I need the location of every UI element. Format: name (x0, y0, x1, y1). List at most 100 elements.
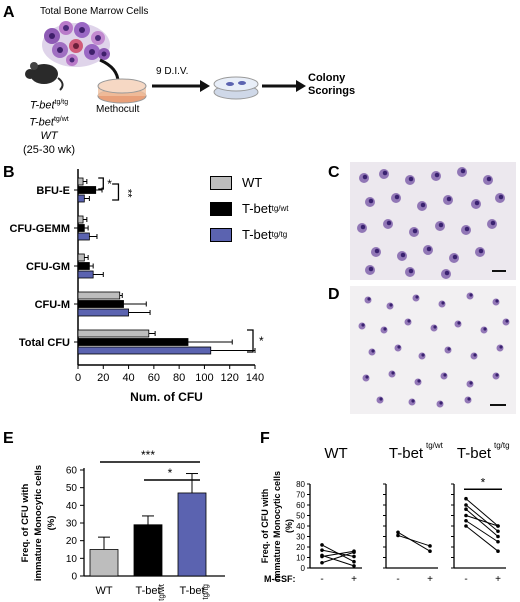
x-axis-label: Num. of CFU (130, 390, 203, 404)
point (496, 524, 500, 528)
sig-bracket (112, 183, 120, 201)
cell-nucleus (391, 371, 395, 375)
pair-line (321, 550, 355, 557)
legend-item-hom: T-bet tg/tg (210, 222, 289, 248)
pair-line (465, 508, 499, 537)
cell-nucleus (490, 220, 496, 226)
group-title: WT (324, 445, 347, 462)
y-axis-label: (%) (284, 519, 294, 533)
cell-nucleus (447, 347, 451, 351)
legend-swatch-wt (210, 176, 232, 190)
cell-nucleus (394, 194, 400, 200)
cell-nucleus (383, 327, 387, 331)
cell-nucleus (426, 246, 432, 252)
point (464, 503, 468, 507)
group-title-sup: tg/wt (426, 441, 444, 450)
cell-nucleus (499, 345, 503, 349)
panel-label-b: B (3, 164, 15, 181)
scale-bar-c (492, 270, 506, 272)
cell-nucleus (483, 327, 487, 331)
point (396, 533, 400, 538)
panel-label-d: D (328, 286, 340, 303)
point (496, 539, 500, 544)
y-axis-label: Freq. of CFU with (20, 483, 31, 562)
cell-nucleus (446, 196, 452, 202)
y-tick-label: 0 (71, 572, 77, 583)
pair-line (397, 531, 431, 552)
bar (77, 270, 94, 279)
y-tick-label: 10 (66, 554, 78, 565)
legend-sup-hom: tg/tg (271, 230, 288, 239)
category-label: CFU-GM (26, 261, 70, 273)
cell-nucleus (444, 270, 450, 276)
bar (77, 232, 90, 241)
cell-nucleus (464, 226, 470, 232)
y-tick-label: 30 (296, 533, 305, 542)
y-tick-label: 50 (296, 512, 305, 521)
legend-swatch-hom (210, 228, 232, 242)
cell-nucleus (365, 375, 369, 379)
point (396, 530, 400, 535)
legend-label-hom: T-bet (242, 227, 272, 242)
y-tick-label: 20 (296, 543, 305, 552)
y-axis-label: Freq. of CFU with (260, 489, 270, 564)
cell-nucleus (452, 254, 458, 260)
pair-line (321, 554, 355, 567)
cell-nucleus (469, 293, 473, 297)
cell-nucleus (420, 202, 426, 208)
pair-line (465, 515, 499, 527)
point (352, 550, 356, 555)
point (464, 507, 468, 511)
cell-nucleus (457, 321, 461, 325)
mouse-icon (25, 62, 64, 91)
cell-nucleus (438, 222, 444, 228)
legend-b: WT T-bet tg/wt T-bet tg/tg (210, 170, 289, 248)
cell-nucleus (368, 266, 374, 272)
bar (77, 186, 97, 194)
colony-scorings-label: Colony Scorings (308, 72, 355, 98)
bar (77, 224, 85, 232)
pair-line (321, 551, 355, 564)
cell-nucleus (411, 399, 415, 403)
cell-nucleus (362, 174, 368, 180)
group-title: T-bet (457, 445, 492, 462)
genotype-1: T-bettg/tg (29, 99, 69, 112)
sig-star: * (259, 334, 264, 348)
point (320, 560, 324, 565)
y-tick-label: 60 (296, 501, 305, 510)
x-tick-label-sup: tg/tg (201, 584, 210, 600)
chart-e: 0 10 20 30 40 50 60 Freq. of CFU with immature M… (20, 448, 225, 601)
sig-bracket (247, 329, 254, 353)
point (352, 554, 356, 559)
point (496, 529, 500, 534)
arrow-right-icon-2 (262, 80, 306, 92)
arrow-right-icon (152, 80, 210, 92)
sig-star: * (481, 475, 486, 489)
group-title: T-bet (389, 445, 424, 462)
bar (77, 262, 90, 270)
cell-nucleus (368, 198, 374, 204)
chart-f: Freq. of CFU with immature Monocytic cell… (260, 441, 510, 585)
pair-line (465, 498, 499, 527)
legend-label-wt: WT (242, 175, 263, 190)
point (428, 549, 432, 553)
cell-nucleus (498, 194, 504, 200)
x-tick-label: + (427, 574, 433, 585)
bar (77, 253, 85, 262)
category-label: Total CFU (19, 337, 70, 349)
point (464, 518, 468, 523)
cell-nucleus (443, 373, 447, 377)
cell-nucleus (495, 373, 499, 377)
x-tick-label: T-bet (179, 585, 204, 597)
bar (77, 177, 84, 186)
bar (77, 329, 150, 338)
cell-nucleus (371, 349, 375, 353)
point (352, 564, 356, 568)
cell-nucleus (412, 228, 418, 234)
x-tick-label: - (396, 574, 399, 585)
bar (77, 300, 124, 308)
point (464, 513, 468, 518)
y-tick-label: 0 (301, 564, 306, 573)
x-tick-label: 20 (97, 372, 109, 384)
point (464, 524, 468, 528)
